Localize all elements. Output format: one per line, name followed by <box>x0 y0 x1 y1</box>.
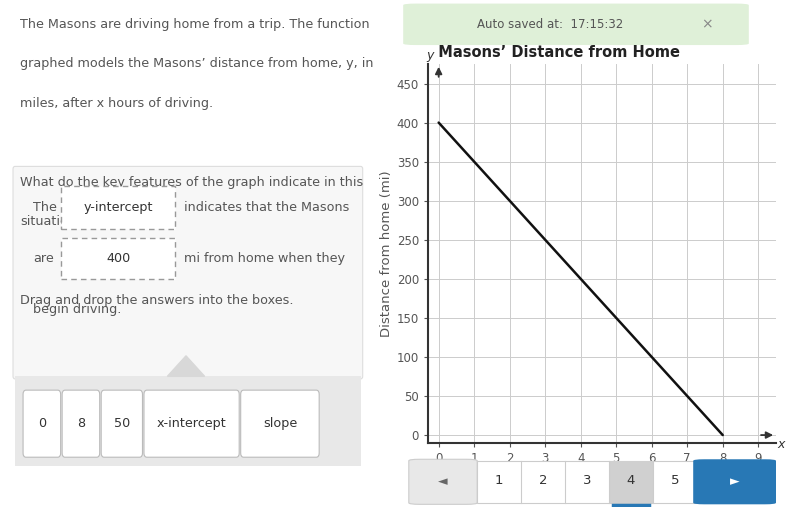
Text: 1: 1 <box>495 474 503 487</box>
FancyBboxPatch shape <box>693 459 776 504</box>
Text: Drag and drop the answers into the boxes.: Drag and drop the answers into the boxes… <box>21 294 294 307</box>
Text: 5: 5 <box>670 474 679 487</box>
Text: The: The <box>34 201 58 214</box>
FancyBboxPatch shape <box>403 4 749 45</box>
Text: indicates that the Masons: indicates that the Masons <box>184 201 350 214</box>
Polygon shape <box>167 356 205 376</box>
FancyBboxPatch shape <box>13 166 362 379</box>
X-axis label: Time (h): Time (h) <box>573 469 631 483</box>
Text: Auto saved at:  17:15:32: Auto saved at: 17:15:32 <box>478 18 623 31</box>
Text: graphed models the Masons’ distance from home, y, in: graphed models the Masons’ distance from… <box>21 57 374 70</box>
Y-axis label: Distance from home (mi): Distance from home (mi) <box>379 170 393 337</box>
FancyBboxPatch shape <box>241 390 319 457</box>
Text: x: x <box>778 438 785 451</box>
Text: miles, after x hours of driving.: miles, after x hours of driving. <box>21 97 214 110</box>
Text: slope: slope <box>263 417 297 430</box>
Text: situation?: situation? <box>21 215 83 228</box>
Text: The Masons are driving home from a trip. The function: The Masons are driving home from a trip.… <box>21 18 370 31</box>
FancyBboxPatch shape <box>62 238 175 279</box>
Text: 0: 0 <box>38 417 46 430</box>
Text: begin driving.: begin driving. <box>34 303 122 316</box>
Text: ◄: ◄ <box>438 475 448 488</box>
Text: 50: 50 <box>114 417 130 430</box>
Text: 400: 400 <box>106 252 130 265</box>
Text: mi from home when they: mi from home when they <box>184 252 345 265</box>
Text: 2: 2 <box>539 474 547 487</box>
Text: are: are <box>34 252 54 265</box>
Text: What do the key features of the graph indicate in this: What do the key features of the graph in… <box>21 176 364 188</box>
FancyBboxPatch shape <box>477 461 697 503</box>
FancyBboxPatch shape <box>144 390 239 457</box>
FancyBboxPatch shape <box>62 186 175 229</box>
Text: Masons’ Distance from Home: Masons’ Distance from Home <box>428 45 680 60</box>
FancyBboxPatch shape <box>23 390 61 457</box>
FancyBboxPatch shape <box>62 390 100 457</box>
Text: 4: 4 <box>626 474 635 487</box>
Text: 3: 3 <box>582 474 591 487</box>
Text: y-intercept: y-intercept <box>83 201 153 214</box>
Text: ►: ► <box>730 475 739 488</box>
FancyBboxPatch shape <box>409 459 477 504</box>
FancyBboxPatch shape <box>15 376 361 466</box>
Text: 8: 8 <box>77 417 85 430</box>
Text: x-intercept: x-intercept <box>157 417 226 430</box>
FancyBboxPatch shape <box>609 461 653 503</box>
Text: ×: × <box>702 17 713 31</box>
FancyBboxPatch shape <box>101 390 142 457</box>
Text: y: y <box>426 49 434 61</box>
